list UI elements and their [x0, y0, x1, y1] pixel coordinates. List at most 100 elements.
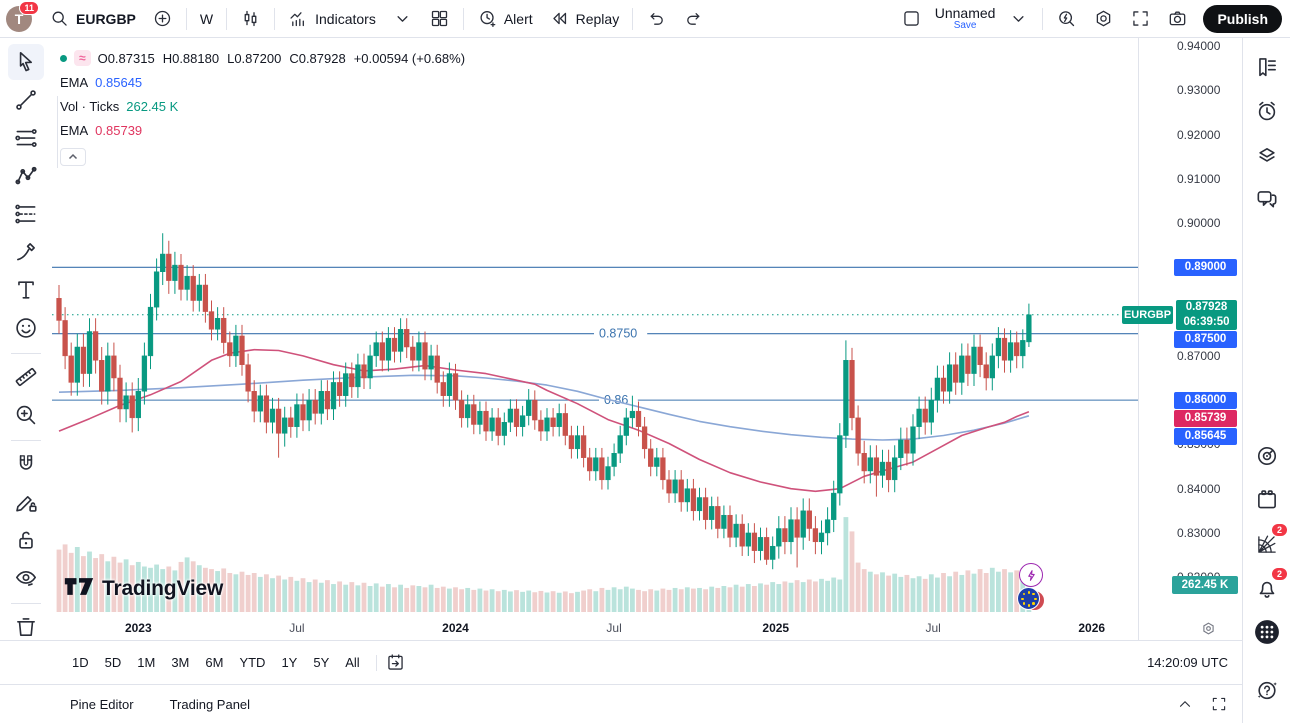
- legend-volume-row[interactable]: Vol · Ticks 262.45 K: [60, 94, 473, 118]
- eu-flag-icon: [1017, 587, 1040, 610]
- chart-style-button[interactable]: [233, 5, 268, 33]
- go-to-date-button[interactable]: [385, 652, 406, 673]
- legend-ema-fast-row[interactable]: EMA 0.85739: [60, 118, 473, 142]
- redo-icon: [683, 8, 704, 29]
- tab-pine-editor[interactable]: Pine Editor: [70, 696, 134, 712]
- tool-fib-button[interactable]: [8, 196, 44, 232]
- chevron-down-icon: [392, 8, 413, 29]
- price-tick: 0.83000: [1177, 525, 1221, 540]
- toolbar-divider: [632, 7, 634, 30]
- toolbar-divider: [185, 7, 187, 30]
- tool-parallel-lines-button[interactable]: [8, 120, 44, 156]
- web-icon: [1254, 531, 1280, 557]
- range-3m-button[interactable]: 3M: [171, 655, 190, 670]
- tool-text-tool-button[interactable]: [8, 272, 44, 308]
- redo-button[interactable]: [676, 5, 711, 33]
- tool-lock-button[interactable]: [8, 522, 44, 558]
- legend-main-row[interactable]: ≈ O0.87315 H0.88180 L0.87200 C0.87928 +0.005…: [60, 46, 473, 70]
- price-axis[interactable]: 0.94000 0.93000 0.92000 0.91000 0.90000 0.870…: [1138, 38, 1242, 641]
- tool-brush-button[interactable]: [8, 234, 44, 270]
- tool-eye-button[interactable]: [8, 560, 44, 596]
- sidebar-apps-button[interactable]: [1248, 613, 1286, 651]
- tool-pattern-button[interactable]: [8, 158, 44, 194]
- save-link[interactable]: Save: [953, 19, 977, 31]
- layout-name-save[interactable]: Unnamed Save: [931, 6, 1000, 31]
- sidebar-watchlist-button[interactable]: [1248, 48, 1286, 86]
- alert-clock-icon: [477, 8, 498, 29]
- brush-icon: [13, 239, 39, 265]
- legend-ema-slow-row[interactable]: EMA 0.85645: [60, 70, 473, 94]
- sidebar-alarm-button[interactable]: [1248, 92, 1286, 130]
- interval-label: W: [199, 10, 214, 27]
- indicator-templates-button[interactable]: [385, 5, 420, 33]
- range-1m-button[interactable]: 1M: [137, 655, 156, 670]
- toolbar-divider: [11, 440, 41, 441]
- layout-menu-button[interactable]: [1001, 5, 1036, 33]
- tool-emoji-button[interactable]: [8, 310, 44, 346]
- sidebar-gauge-button[interactable]: [1248, 437, 1286, 475]
- range-5y-button[interactable]: 5Y: [313, 655, 330, 670]
- tool-cursor-button[interactable]: [8, 44, 44, 80]
- tab-trading-panel[interactable]: Trading Panel: [169, 696, 251, 712]
- fib-icon: [13, 201, 39, 227]
- grid-layout-button[interactable]: [422, 5, 457, 33]
- range-all-button[interactable]: All: [345, 655, 360, 670]
- panel-expand-button[interactable]: [1176, 695, 1194, 713]
- text-tool-icon: [13, 277, 39, 303]
- time-axis[interactable]: 2023 Jul 2024 Jul 2025 Jul 2026: [52, 618, 1138, 640]
- sidebar-chat-button[interactable]: [1248, 180, 1286, 218]
- tool-ruler-button[interactable]: [8, 359, 44, 395]
- economic-event-icon[interactable]: [1019, 563, 1043, 587]
- alert-button[interactable]: Alert: [470, 5, 540, 33]
- alert-label: Alert: [503, 10, 533, 27]
- user-avatar[interactable]: T 11: [6, 0, 39, 32]
- quick-search-button[interactable]: [1049, 5, 1084, 33]
- apps-icon: [1254, 619, 1280, 645]
- indicator-value: 0.85739: [95, 122, 143, 138]
- toolbar-divider: [1042, 7, 1044, 30]
- indicators-label: Indicators: [315, 10, 376, 27]
- axis-settings-gear-icon[interactable]: [1200, 620, 1217, 642]
- sidebar-layers-button[interactable]: [1248, 136, 1286, 174]
- sidebar-help-button[interactable]: [1248, 671, 1286, 709]
- tool-draw-lock-button[interactable]: [8, 484, 44, 520]
- sidebar-calendar-button[interactable]: [1248, 481, 1286, 519]
- emoji-icon: [13, 315, 39, 341]
- range-5d-button[interactable]: 5D: [104, 655, 122, 670]
- tool-zoom-in-button[interactable]: [8, 397, 44, 433]
- layout-select-button[interactable]: [894, 5, 929, 33]
- panel-maximize-button[interactable]: [1210, 695, 1228, 713]
- range-6m-button[interactable]: 6M: [205, 655, 224, 670]
- sidebar-web-button[interactable]: 2: [1248, 523, 1288, 563]
- replay-button[interactable]: Replay: [542, 5, 627, 33]
- timezone-clock[interactable]: 14:20:09 UTC: [1147, 655, 1228, 670]
- toolbar-right-group: Unnamed Save Publish: [894, 4, 1282, 33]
- cursor-icon: [13, 49, 39, 75]
- candlestick-icon: [240, 8, 261, 29]
- range-1y-button[interactable]: 1Y: [281, 655, 298, 670]
- compare-add-button[interactable]: [145, 5, 180, 33]
- fullscreen-button[interactable]: [1123, 5, 1158, 33]
- indicator-value: 0.85645: [95, 74, 143, 90]
- undo-button[interactable]: [639, 5, 674, 33]
- tool-trend-line-button[interactable]: [8, 82, 44, 118]
- range-1d-button[interactable]: 1D: [72, 655, 89, 670]
- layout-square-icon: [901, 8, 922, 29]
- chart-settings-button[interactable]: [1086, 5, 1121, 33]
- publish-button[interactable]: Publish: [1203, 4, 1282, 33]
- sidebar-bell-button[interactable]: 2: [1248, 567, 1288, 607]
- snapshot-button[interactable]: [1160, 5, 1195, 33]
- tool-trash-button[interactable]: [8, 609, 44, 645]
- eurgbp-pair-icon[interactable]: [1017, 587, 1045, 611]
- legend-collapse-button[interactable]: [60, 148, 86, 166]
- time-tick: 2023: [124, 621, 152, 635]
- trash-icon: [13, 614, 39, 640]
- range-ytd-button[interactable]: YTD: [239, 655, 266, 670]
- time-tick: Jul: [925, 621, 941, 635]
- indicators-button[interactable]: Indicators: [281, 5, 383, 33]
- price-chart[interactable]: 0.8750 0.86: [52, 38, 1138, 618]
- interval-button[interactable]: W: [193, 5, 220, 33]
- symbol-search-button[interactable]: EURGBP: [42, 5, 143, 33]
- tool-magnet-button[interactable]: [8, 446, 44, 482]
